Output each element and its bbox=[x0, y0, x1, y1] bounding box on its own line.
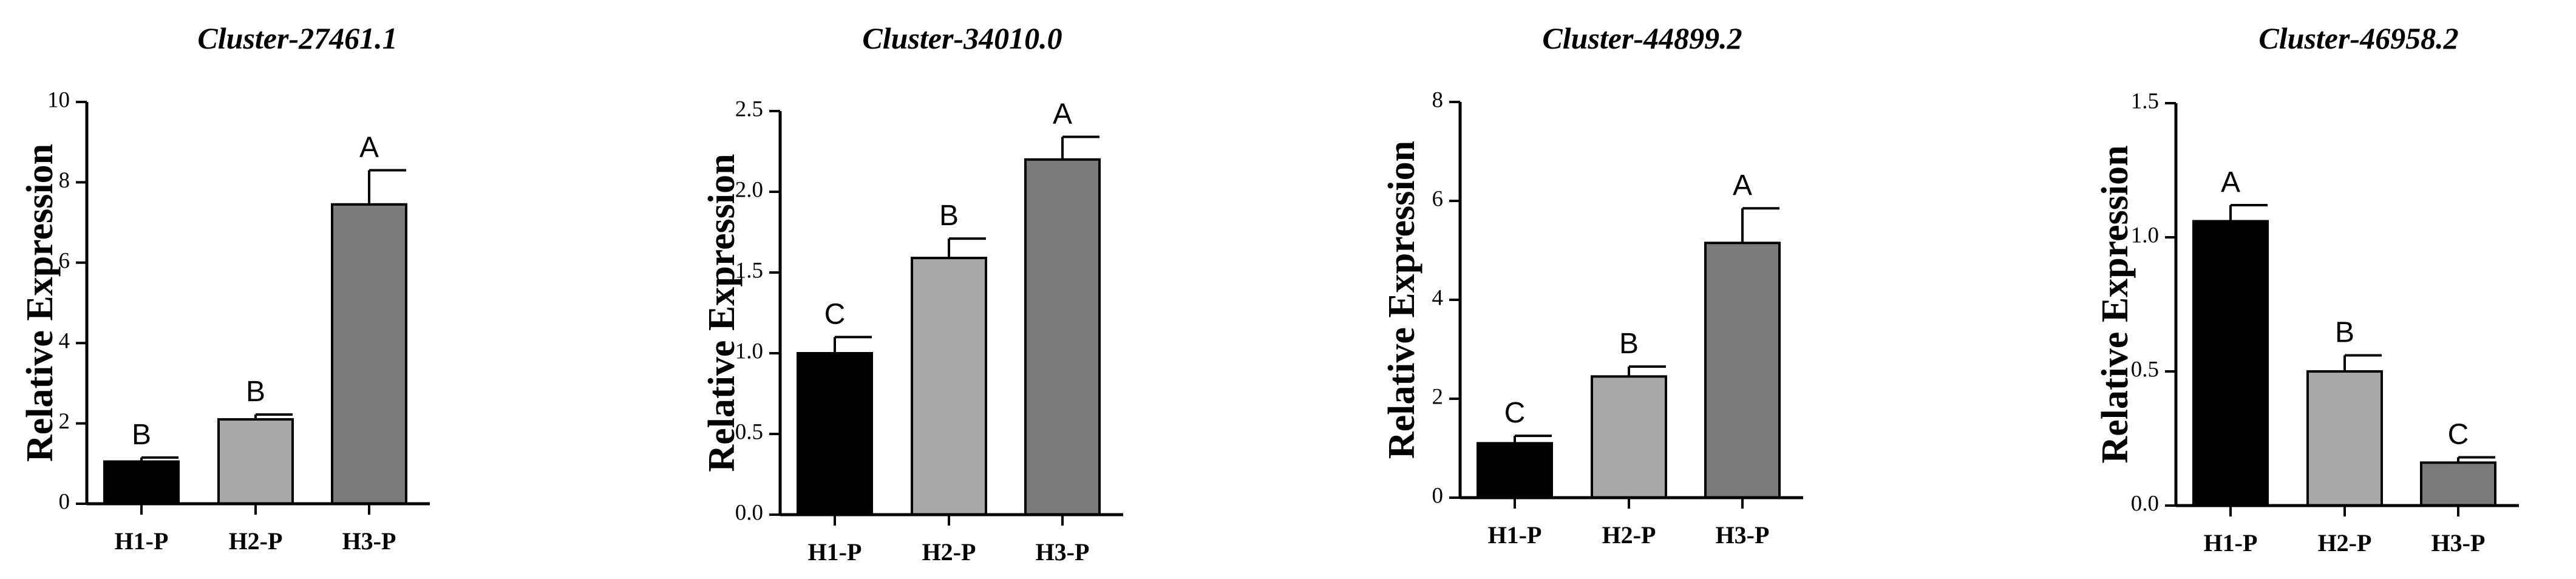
significance-label: B bbox=[2335, 316, 2354, 348]
y-tick-label: 1.5 bbox=[735, 258, 763, 283]
significance-label: C bbox=[1504, 397, 1526, 429]
significance-label: B bbox=[246, 376, 265, 408]
bar-h3-p bbox=[331, 203, 407, 505]
y-tick-label: 4 bbox=[59, 329, 70, 354]
y-tick-label: 6 bbox=[1432, 186, 1444, 211]
y-tick-label: 1.5 bbox=[2131, 89, 2159, 113]
chart-title: Cluster-34010.0 bbox=[862, 21, 1062, 55]
y-axis-label: Relative Expression bbox=[2095, 145, 2136, 463]
bar-h1-p bbox=[797, 352, 873, 516]
x-tick-label: H2-P bbox=[922, 538, 976, 566]
y-tick-label: 1.0 bbox=[2131, 223, 2159, 248]
significance-label: B bbox=[132, 419, 151, 451]
x-tick-label: H2-P bbox=[1602, 521, 1656, 549]
y-axis-label: Relative Expression bbox=[19, 144, 61, 462]
chart-panel-4: Cluster-46958.2 Relative Expression A H1-P B… bbox=[2095, 21, 2519, 557]
significance-label: A bbox=[2221, 166, 2240, 198]
y-tick-label: 2 bbox=[59, 409, 70, 434]
y-tick-label: 6 bbox=[59, 248, 70, 273]
significance-label: A bbox=[359, 132, 379, 164]
y-tick-label: 0 bbox=[59, 489, 70, 514]
y-tick-label: 0 bbox=[1432, 483, 1444, 508]
x-tick-label: H3-P bbox=[1716, 521, 1770, 549]
x-tick-label: H3-P bbox=[342, 527, 396, 555]
y-tick-label: 1.0 bbox=[735, 339, 763, 364]
bar-h3-p bbox=[2420, 461, 2496, 507]
y-tick-label: 4 bbox=[1432, 285, 1444, 310]
x-tick-label: H1-P bbox=[2204, 529, 2258, 557]
y-tick-label: 0.0 bbox=[2131, 491, 2159, 516]
x-tick-label: H1-P bbox=[1488, 521, 1542, 549]
bar-h3-p bbox=[1024, 158, 1101, 516]
bar-h3-p bbox=[1704, 242, 1781, 499]
chart-title: Cluster-46958.2 bbox=[2258, 21, 2458, 55]
y-tick-label: 2.0 bbox=[735, 177, 763, 202]
bar-h2-p bbox=[911, 257, 987, 516]
bar-h1-p bbox=[1477, 442, 1553, 499]
significance-label: A bbox=[1053, 98, 1072, 130]
bar-h1-p bbox=[2192, 220, 2269, 507]
x-tick-label: H2-P bbox=[2318, 529, 2372, 557]
x-tick-label: H1-P bbox=[808, 538, 862, 566]
y-axis-label: Relative Expression bbox=[1381, 141, 1422, 459]
significance-label: B bbox=[1619, 328, 1639, 360]
significance-label: A bbox=[1733, 169, 1752, 201]
significance-label: C bbox=[824, 298, 846, 330]
y-axis-label: Relative Expression bbox=[701, 154, 743, 472]
y-tick-label: 10 bbox=[47, 87, 70, 112]
y-tick-label: 8 bbox=[59, 168, 70, 193]
y-tick-label: 0.5 bbox=[2131, 357, 2159, 382]
y-tick-label: 0.0 bbox=[735, 500, 763, 525]
bar-h2-p bbox=[2306, 370, 2383, 507]
chart-title: Cluster-27461.1 bbox=[197, 21, 397, 55]
x-tick-label: H2-P bbox=[229, 527, 283, 555]
y-tick-label: 2.5 bbox=[735, 96, 763, 121]
y-tick-label: 0.5 bbox=[735, 419, 763, 444]
x-tick-label: H1-P bbox=[115, 527, 169, 555]
bar-h1-p bbox=[103, 460, 180, 505]
y-tick-label: 8 bbox=[1432, 87, 1444, 112]
x-tick-label: H3-P bbox=[1036, 538, 1090, 566]
bar-h2-p bbox=[1591, 375, 1667, 499]
x-tick-label: H3-P bbox=[2432, 529, 2486, 557]
significance-label: C bbox=[2448, 418, 2469, 450]
chart-panel-2: Cluster-34010.0 Relative Expression C H1-P B… bbox=[701, 21, 1123, 566]
chart-panel-1: Cluster-27461.1 Relative Expression B H1-P B… bbox=[19, 21, 430, 555]
chart-title: Cluster-44899.2 bbox=[1542, 21, 1742, 55]
chart-panel-3: Cluster-44899.2 Relative Expression C H1-P B… bbox=[1381, 21, 1803, 549]
y-tick-label: 2 bbox=[1432, 384, 1444, 409]
significance-label: B bbox=[939, 200, 959, 232]
bar-h2-p bbox=[217, 418, 294, 505]
